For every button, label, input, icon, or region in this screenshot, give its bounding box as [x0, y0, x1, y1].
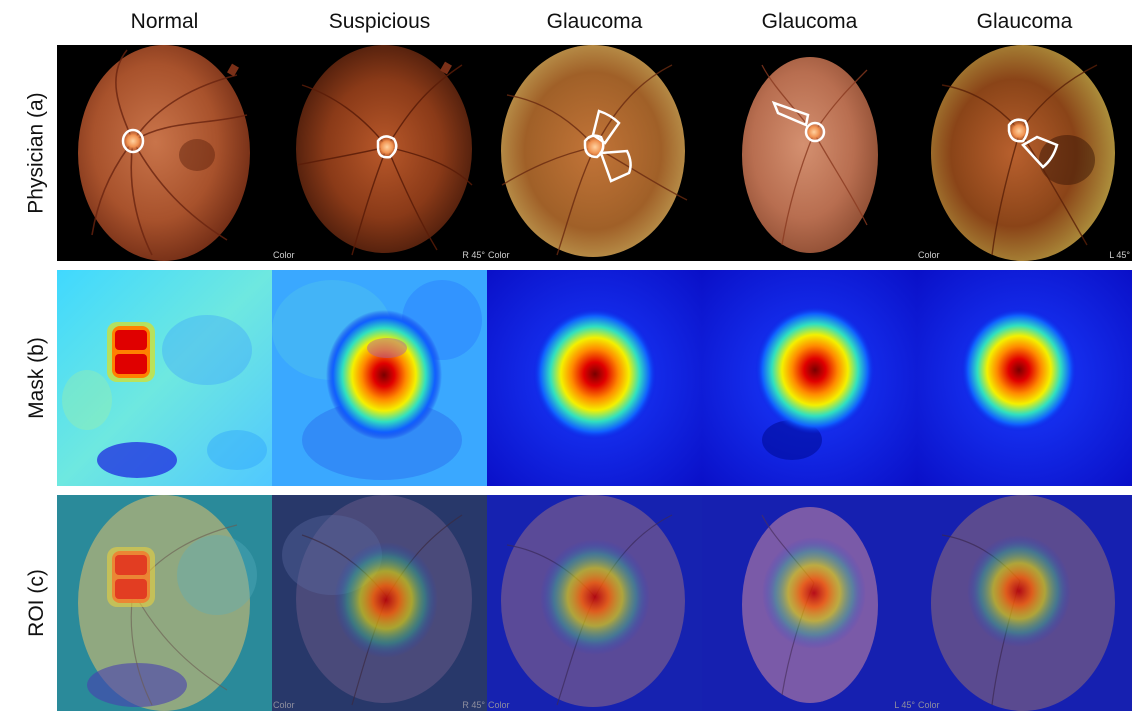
- caption-eye-side: R 45°: [462, 250, 485, 260]
- mask-heatmap-glaucoma-1: [487, 270, 702, 486]
- roi-overlay-glaucoma-1: Color: [487, 495, 702, 711]
- caption-color: Color: [918, 250, 940, 260]
- fundus-image-glaucoma-1: Color: [487, 45, 702, 261]
- caption-eye-side: R 45°: [462, 700, 485, 710]
- mask-heatmap-glaucoma-3: [917, 270, 1132, 486]
- column-title-normal: Normal: [130, 10, 199, 33]
- fundus-image-glaucoma-3: Color L 45°: [917, 45, 1132, 261]
- caption-color: Color: [488, 700, 510, 710]
- caption-color: Color: [918, 700, 940, 710]
- row-physician: Color R 45° Color: [57, 45, 1132, 261]
- row-label-mask: Mask (b): [25, 337, 48, 419]
- fundus-image-glaucoma-2: [702, 45, 917, 261]
- row-roi: Color R 45° Color L 45°: [57, 495, 1132, 711]
- roi-overlay-glaucoma-2: L 45°: [702, 495, 917, 711]
- column-title-glaucoma-2: Glaucoma: [761, 10, 858, 33]
- fundus-image-suspicious: Color R 45°: [272, 45, 487, 261]
- mask-heatmap-suspicious: [272, 270, 487, 486]
- column-title-glaucoma-3: Glaucoma: [976, 10, 1073, 33]
- roi-overlay-suspicious: Color R 45°: [272, 495, 487, 711]
- caption-color: Color: [273, 700, 295, 710]
- caption-color: Color: [488, 250, 510, 260]
- row-label-physician: Physician (a): [25, 92, 49, 214]
- caption-eye-side: L 45°: [894, 700, 915, 710]
- roi-overlay-glaucoma-3: Color: [917, 495, 1132, 711]
- mask-heatmap-glaucoma-2: [702, 270, 917, 486]
- row-label-roi: ROI (c): [25, 569, 48, 637]
- row-mask: [57, 270, 1132, 486]
- roi-overlay-normal: [57, 495, 272, 711]
- caption-color: Color: [273, 250, 295, 260]
- column-title-suspicious: Suspicious: [328, 10, 431, 33]
- column-title-glaucoma-1: Glaucoma: [546, 10, 643, 33]
- mask-heatmap-normal: [57, 270, 272, 486]
- fundus-image-normal: [57, 45, 272, 261]
- caption-eye-side: L 45°: [1109, 250, 1130, 260]
